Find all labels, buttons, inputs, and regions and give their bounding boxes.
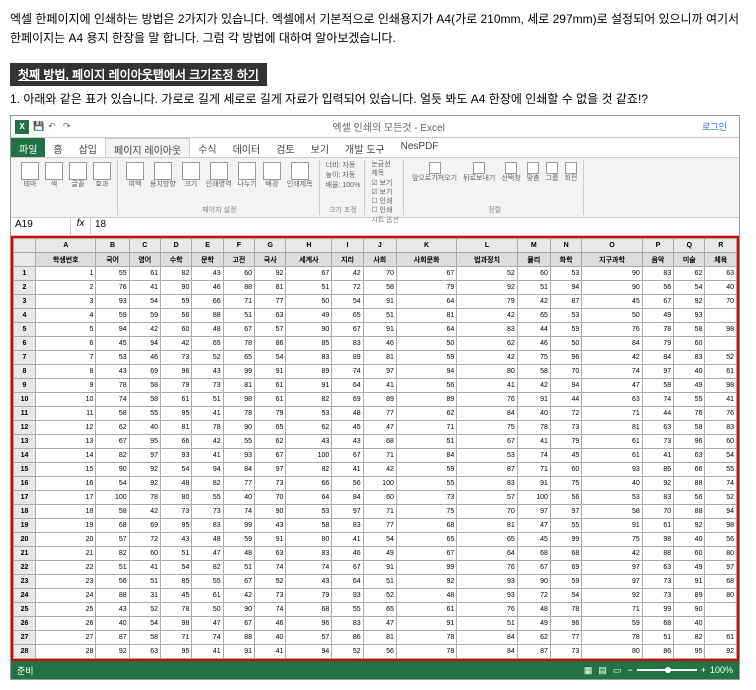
formula-bar: A19 fx 18 bbox=[11, 218, 739, 236]
intro-text: 엑셀 한페이지에 인쇄하는 방법은 2가지가 있습니다. 엑셀에서 기본적으로 … bbox=[10, 10, 746, 48]
tab-0[interactable]: 홈 bbox=[45, 138, 70, 157]
status-ready: 준비 bbox=[17, 664, 584, 677]
window-title: 엑셀 인쇄의 모든것 - Excel bbox=[75, 119, 702, 134]
view-break-icon[interactable]: ▭ bbox=[613, 665, 622, 676]
status-bar: 준비 ▦ ▤ ▭ −+ 100% bbox=[11, 661, 739, 679]
name-box[interactable]: A19 bbox=[11, 218, 71, 235]
ribbon-btn[interactable]: 나누기 bbox=[236, 160, 259, 191]
zoom-control[interactable]: −+ 100% bbox=[627, 665, 733, 675]
ribbon-btn[interactable]: 용지방향 bbox=[148, 160, 178, 191]
redo-icon[interactable]: ↷ bbox=[63, 121, 75, 133]
formula-input[interactable]: 18 bbox=[91, 218, 739, 235]
tab-file[interactable]: 파일 bbox=[11, 138, 45, 157]
ribbon-group-page-setup: 여백용지방향크기인쇄영역나누기배경인쇄제목 페이지 설정 bbox=[120, 160, 320, 215]
ribbon-btn[interactable]: 크기 bbox=[180, 160, 202, 191]
tab-8[interactable]: NesPDF bbox=[393, 138, 447, 157]
ribbon-group-themes: 테마색글꼴효과 bbox=[15, 160, 118, 215]
view-normal-icon[interactable]: ▦ bbox=[584, 665, 593, 676]
excel-window: X 💾 ↶ ↷ 엑셀 인쇄의 모든것 - Excel 로그인 파일 홈삽입페이지… bbox=[10, 115, 740, 680]
ribbon-btn[interactable]: 글꼴 bbox=[67, 160, 89, 191]
tab-7[interactable]: 개발 도구 bbox=[337, 138, 393, 157]
tab-6[interactable]: 보기 bbox=[303, 138, 337, 157]
ribbon-btn[interactable]: 인쇄영역 bbox=[204, 160, 234, 191]
ribbon-btn[interactable]: 여백 bbox=[124, 160, 146, 191]
section-subtext: 1. 아래와 같은 표가 있습니다. 가로로 길게 세로로 길게 자료가 입력되… bbox=[10, 90, 746, 107]
ribbon: 테마색글꼴효과 여백용지방향크기인쇄영역나누기배경인쇄제목 페이지 설정 너비:… bbox=[11, 158, 739, 218]
ribbon-btn[interactable]: 테마 bbox=[19, 160, 41, 191]
tab-4[interactable]: 데이터 bbox=[225, 138, 269, 157]
ribbon-btn[interactable]: 회전 bbox=[562, 160, 579, 185]
data-table[interactable]: ABCDEFGHIJKLMNOPQR학생번호국어영어수학문학고전국사세계사지리사… bbox=[13, 238, 737, 659]
quick-access-toolbar: 💾 ↶ ↷ bbox=[33, 121, 75, 133]
worksheet: ABCDEFGHIJKLMNOPQR학생번호국어영어수학문학고전국사세계사지리사… bbox=[11, 236, 739, 661]
ribbon-btn[interactable]: 배경 bbox=[261, 160, 283, 191]
view-layout-icon[interactable]: ▤ bbox=[598, 665, 607, 676]
ribbon-btn[interactable]: 선택창 bbox=[499, 160, 522, 185]
section-heading: 첫째 방법, 페이지 레이아웃탭에서 크기조정 하기 bbox=[10, 63, 267, 86]
ribbon-btn[interactable]: 인쇄제목 bbox=[285, 160, 315, 191]
ribbon-btn[interactable]: 효과 bbox=[91, 160, 113, 191]
zoom-level: 100% bbox=[710, 665, 733, 675]
tab-5[interactable]: 검토 bbox=[268, 138, 302, 157]
tab-1[interactable]: 삽입 bbox=[71, 138, 105, 157]
ribbon-btn[interactable]: 앞으로가져오기 bbox=[410, 160, 459, 185]
tab-2[interactable]: 페이지 레이아웃 bbox=[105, 138, 190, 157]
ribbon-btn[interactable]: 색 bbox=[43, 160, 65, 191]
login-link[interactable]: 로그인 bbox=[702, 120, 727, 133]
ribbon-group-scale: 너비: 자동높이: 자동배율: 100% 크기 조정 bbox=[322, 160, 366, 215]
ribbon-group-arrange: 앞으로가져오기뒤로보내기선택창맞춤그룹회전 정렬 bbox=[406, 160, 584, 215]
tab-3[interactable]: 수식 bbox=[190, 138, 224, 157]
ribbon-btn[interactable]: 그룹 bbox=[544, 160, 561, 185]
fx-icon[interactable]: fx bbox=[71, 218, 91, 235]
ribbon-group-sheet-options: 눈금선제목☑ 보기☑ 보기☐ 인쇄☐ 인쇄 시트 옵션 bbox=[367, 160, 404, 215]
undo-icon[interactable]: ↶ bbox=[48, 121, 60, 133]
ribbon-btn[interactable]: 뒤로보내기 bbox=[461, 160, 497, 185]
excel-icon: X bbox=[15, 120, 29, 134]
ribbon-tabs: 파일 홈삽입페이지 레이아웃수식데이터검토보기개발 도구NesPDF bbox=[11, 138, 739, 158]
ribbon-btn[interactable]: 맞춤 bbox=[525, 160, 542, 185]
titlebar: X 💾 ↶ ↷ 엑셀 인쇄의 모든것 - Excel 로그인 bbox=[11, 116, 739, 138]
save-icon[interactable]: 💾 bbox=[33, 121, 45, 133]
